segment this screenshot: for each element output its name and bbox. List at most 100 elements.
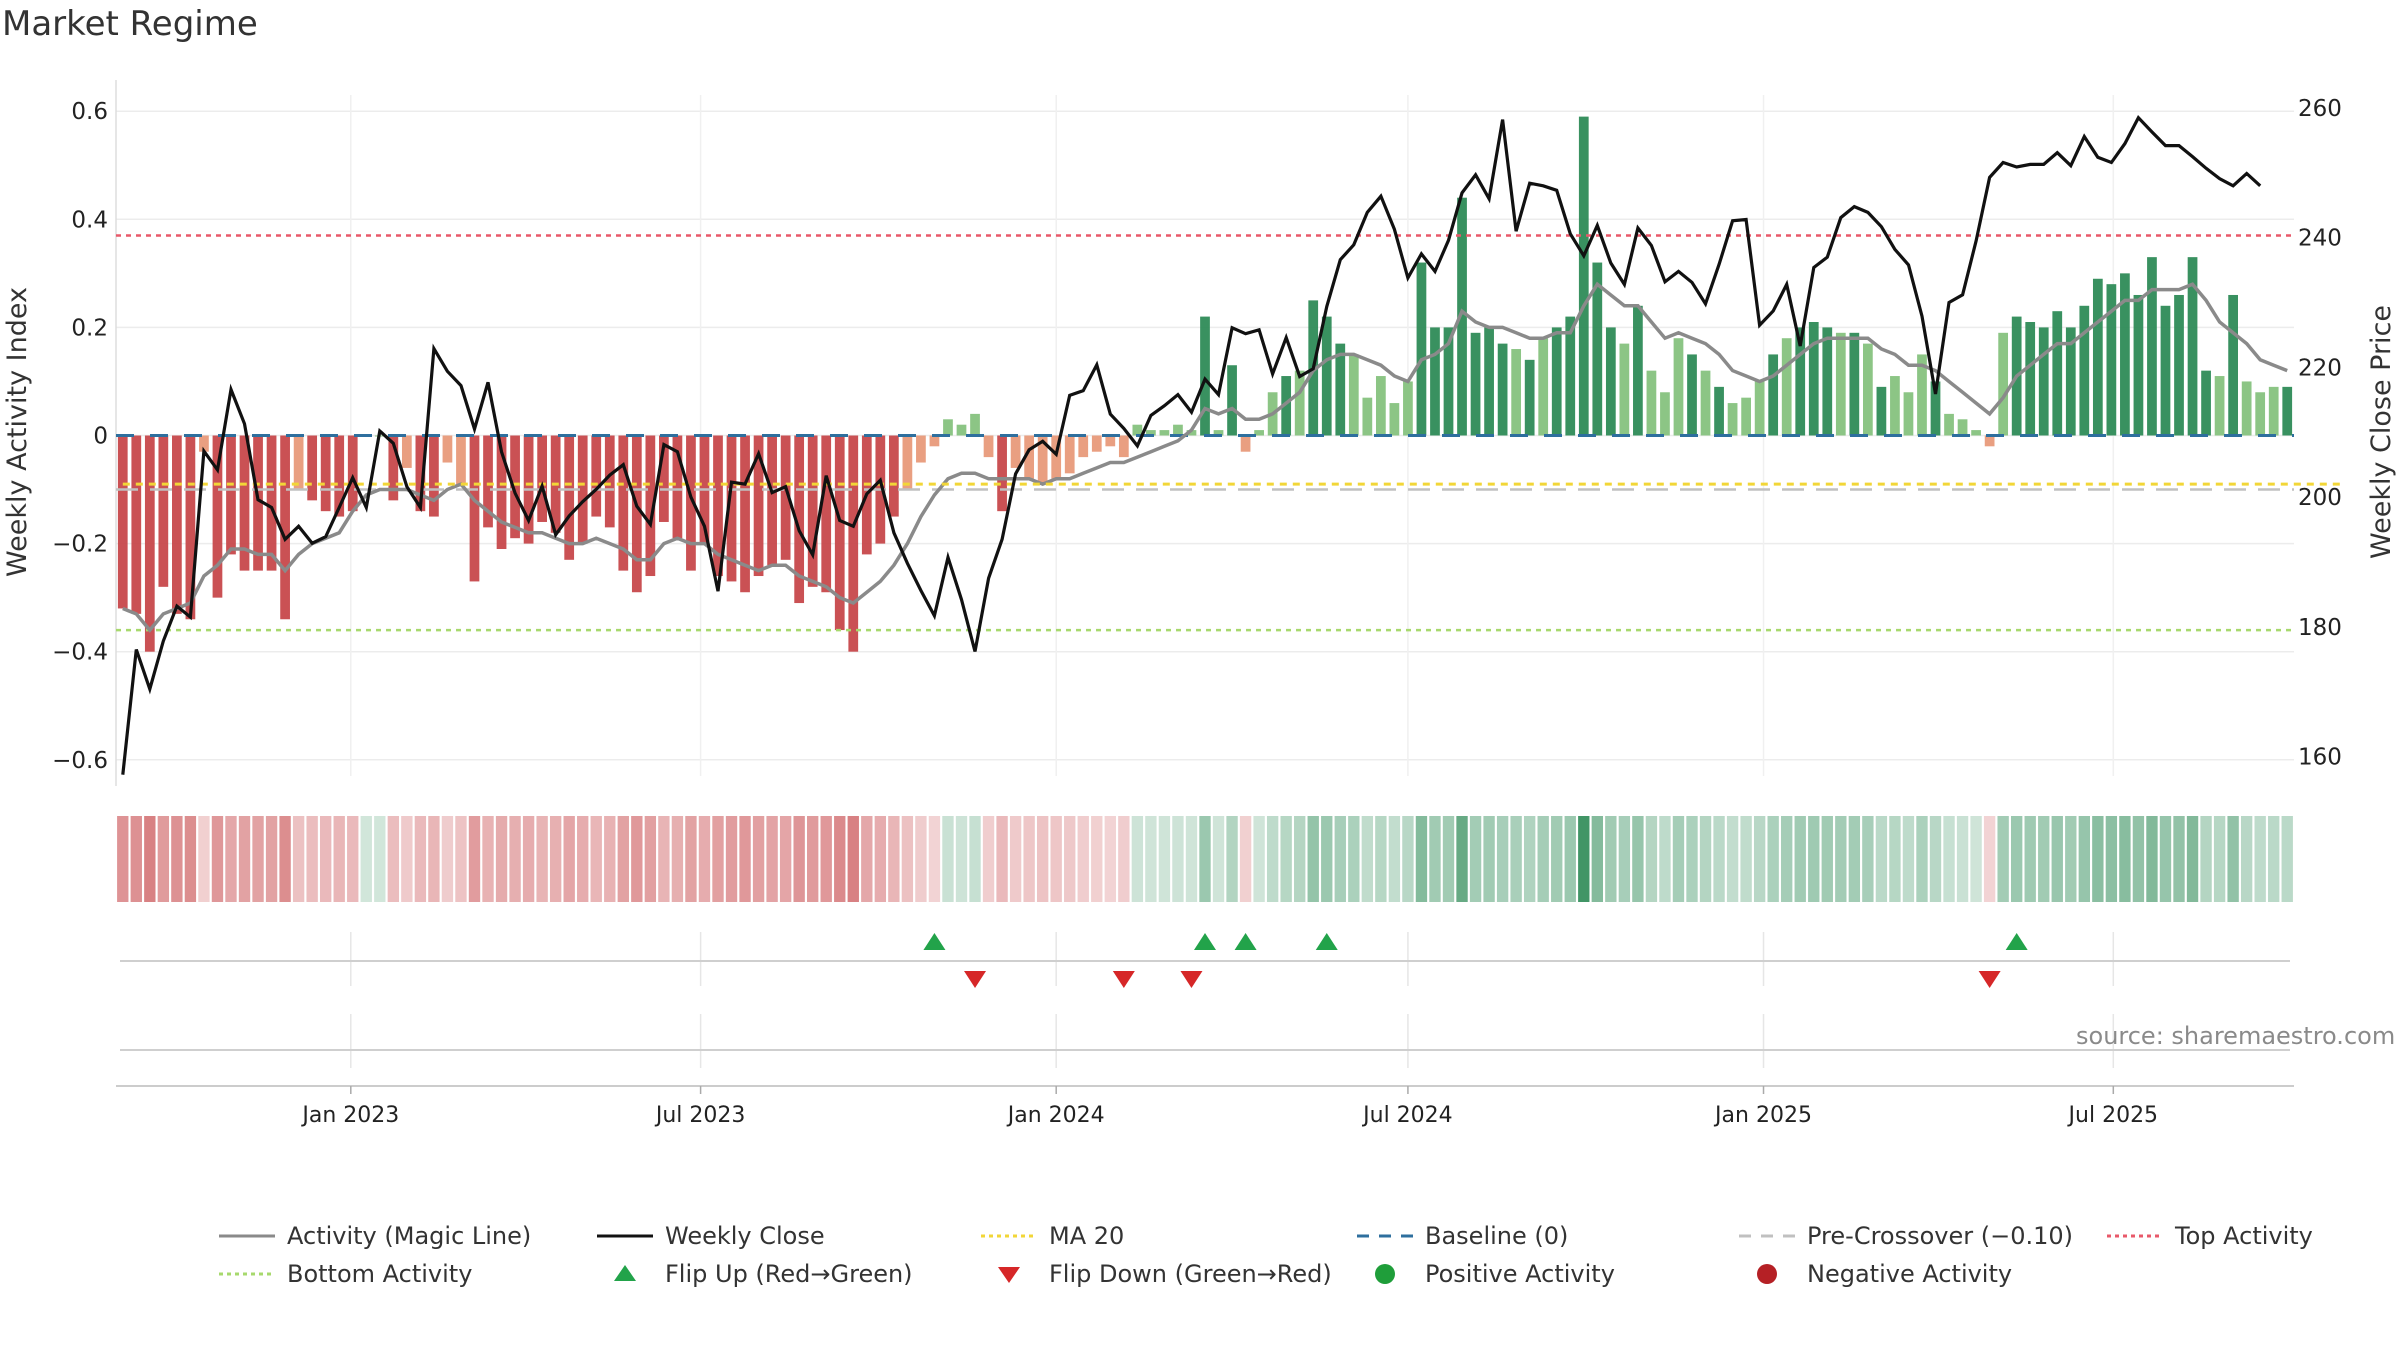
regime-strip-cell	[2254, 816, 2266, 902]
regime-strip-cell	[1997, 816, 2009, 902]
activity-bar	[131, 435, 142, 614]
regime-strip-cell	[2200, 816, 2212, 902]
activity-bar	[469, 435, 480, 582]
activity-bar	[442, 435, 453, 463]
regime-strip-cell	[1983, 816, 1996, 902]
regime-strip-cell	[549, 816, 562, 902]
regime-strip-cell	[2132, 816, 2145, 902]
regime-strip-cell	[1388, 816, 1401, 902]
regime-strip-cell	[1956, 816, 1969, 902]
flip-down-marker	[1978, 971, 2001, 988]
legend-item: Negative Activity	[1735, 1256, 2012, 1292]
y-right-tick-label: 160	[2298, 745, 2342, 771]
activity-bar	[1835, 332, 1846, 436]
activity-bar	[185, 435, 196, 620]
regime-strip-cell	[1131, 816, 1144, 902]
legend-swatch	[614, 1265, 636, 1281]
regime-strip-cell	[1442, 816, 1455, 902]
activity-bar	[1470, 332, 1481, 436]
regime-strip-cell	[238, 816, 251, 902]
regime-strip-cell	[2227, 816, 2239, 902]
regime-strip-cell	[2010, 816, 2023, 902]
activity-bar	[1497, 343, 1508, 436]
activity-bar	[226, 435, 236, 555]
regime-strip-cell	[1578, 816, 1590, 902]
activity-bar	[2038, 327, 2049, 436]
y-right-axis-label: Weekly Close Price	[2366, 305, 2397, 559]
activity-bar	[956, 424, 967, 436]
legend-label: Top Activity	[2175, 1222, 2313, 1250]
regime-strip-cell	[320, 816, 332, 902]
activity-bar	[1159, 430, 1170, 436]
weekly-close-line	[121, 114, 2262, 775]
regime-strip-cell	[1970, 816, 1982, 902]
activity-bar	[888, 435, 899, 517]
activity-bar	[740, 435, 750, 593]
activity-bar	[1930, 381, 1941, 436]
activity-bar	[2106, 284, 2117, 436]
flip-up-marker	[1315, 933, 1338, 950]
regime-strip-cell	[184, 816, 197, 902]
regime-strip-cell	[1808, 816, 1820, 902]
activity-bar	[1146, 430, 1156, 436]
x-tick-label: Jul 2025	[2067, 1103, 2159, 1128]
activity-bar	[1578, 116, 1589, 436]
source-note: source: sharemaestro.com	[2076, 1022, 2396, 1050]
flip-down-marker	[1180, 971, 1203, 988]
legend-label: Activity (Magic Line)	[287, 1222, 532, 1250]
regime-strip-cell	[861, 816, 873, 902]
regime-strip-cell	[1645, 816, 1658, 902]
activity-bar	[1808, 322, 1819, 436]
activity-bar	[334, 435, 345, 517]
activity-bar	[1849, 332, 1860, 436]
x-tick-label: Jul 2023	[654, 1103, 746, 1128]
activity-bar	[2092, 278, 2103, 436]
activity-bar	[2228, 294, 2238, 436]
activity-bar	[1024, 435, 1035, 479]
activity-bar	[1281, 376, 1292, 436]
regime-strip-cell	[2038, 816, 2050, 902]
activity-bar	[902, 435, 913, 490]
flip-up-marker	[923, 933, 946, 950]
activity-bar	[780, 435, 791, 560]
legend-swatch	[219, 1234, 275, 1238]
regime-strip-cell	[1104, 816, 1116, 902]
legend-label: Bottom Activity	[287, 1260, 473, 1288]
activity-bar	[510, 435, 520, 539]
regime-strip-cell	[1632, 816, 1644, 902]
y-right-tick-label: 220	[2298, 355, 2342, 381]
activity-bar	[1443, 327, 1454, 436]
activity-bar	[645, 435, 656, 577]
flip-down-marker	[964, 971, 987, 988]
regime-strip-cell	[1835, 816, 1847, 902]
legend-label: Positive Activity	[1425, 1260, 1615, 1288]
activity-bar	[2052, 311, 2063, 436]
regime-strip-cell	[955, 816, 968, 902]
activity-bar	[2147, 257, 2157, 436]
legend-item: Positive Activity	[1353, 1256, 1615, 1292]
legend-label: Negative Activity	[1807, 1260, 2013, 1288]
regime-strip-cell	[495, 816, 508, 902]
regime-strip-cell	[1781, 816, 1793, 902]
regime-strip-cell	[1456, 816, 1468, 902]
activity-bar	[767, 435, 777, 566]
legend-swatch	[981, 1234, 1037, 1238]
regime-strip-cell	[685, 816, 697, 902]
activity-bar	[239, 435, 250, 571]
activity-bar	[1822, 327, 1833, 436]
activity-bar	[280, 435, 290, 620]
regime-strip-cell	[1496, 816, 1509, 902]
regime-strip-cell	[1821, 816, 1833, 902]
regime-strip-cell	[1212, 816, 1225, 902]
regime-strip-cell	[1875, 816, 1888, 902]
regime-strip-cell	[522, 816, 535, 902]
activity-bar	[943, 419, 953, 436]
legend-swatch	[1739, 1234, 1795, 1238]
activity-bar	[1768, 354, 1779, 436]
activity-bar	[794, 435, 805, 604]
regime-strip-cell	[1172, 816, 1184, 902]
regime-strip-cell	[1158, 816, 1171, 902]
regime-strip-cell	[1767, 816, 1779, 902]
regime-strip-cell	[874, 816, 887, 902]
regime-strip-cell	[1253, 816, 1265, 902]
